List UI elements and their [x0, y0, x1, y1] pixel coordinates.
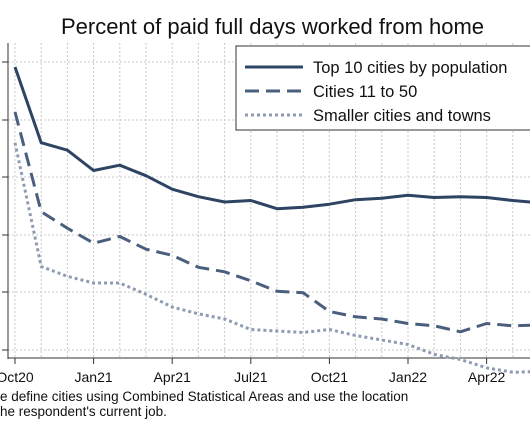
legend-box: [235, 45, 530, 131]
legend-label-0: Top 10 cities by population: [313, 59, 507, 77]
series-line-1: [13, 111, 530, 334]
x-tick-label-2: Apr21: [154, 369, 192, 385]
series-line-0: [13, 66, 530, 211]
x-tick-label-0: Oct20: [0, 369, 34, 385]
legend-label-1: Cities 11 to 50: [313, 83, 417, 101]
x-tick-label-3: Jul21: [234, 369, 268, 385]
x-tick-label-5: Jan22: [389, 369, 427, 385]
footnote-line-2: he respondent's current job.: [0, 404, 167, 419]
legend-label-2: Smaller cities and towns: [313, 107, 491, 125]
chart-title: Percent of paid full days worked from ho…: [60, 14, 485, 39]
x-tick-label-1: Jan21: [75, 369, 113, 385]
series-line-2: [13, 142, 530, 374]
footnote-line-1: e define cities using Combined Statistic…: [0, 389, 409, 404]
x-tick-label-6: Apr22: [468, 369, 506, 385]
x-tick-label-4: Oct21: [311, 369, 349, 385]
